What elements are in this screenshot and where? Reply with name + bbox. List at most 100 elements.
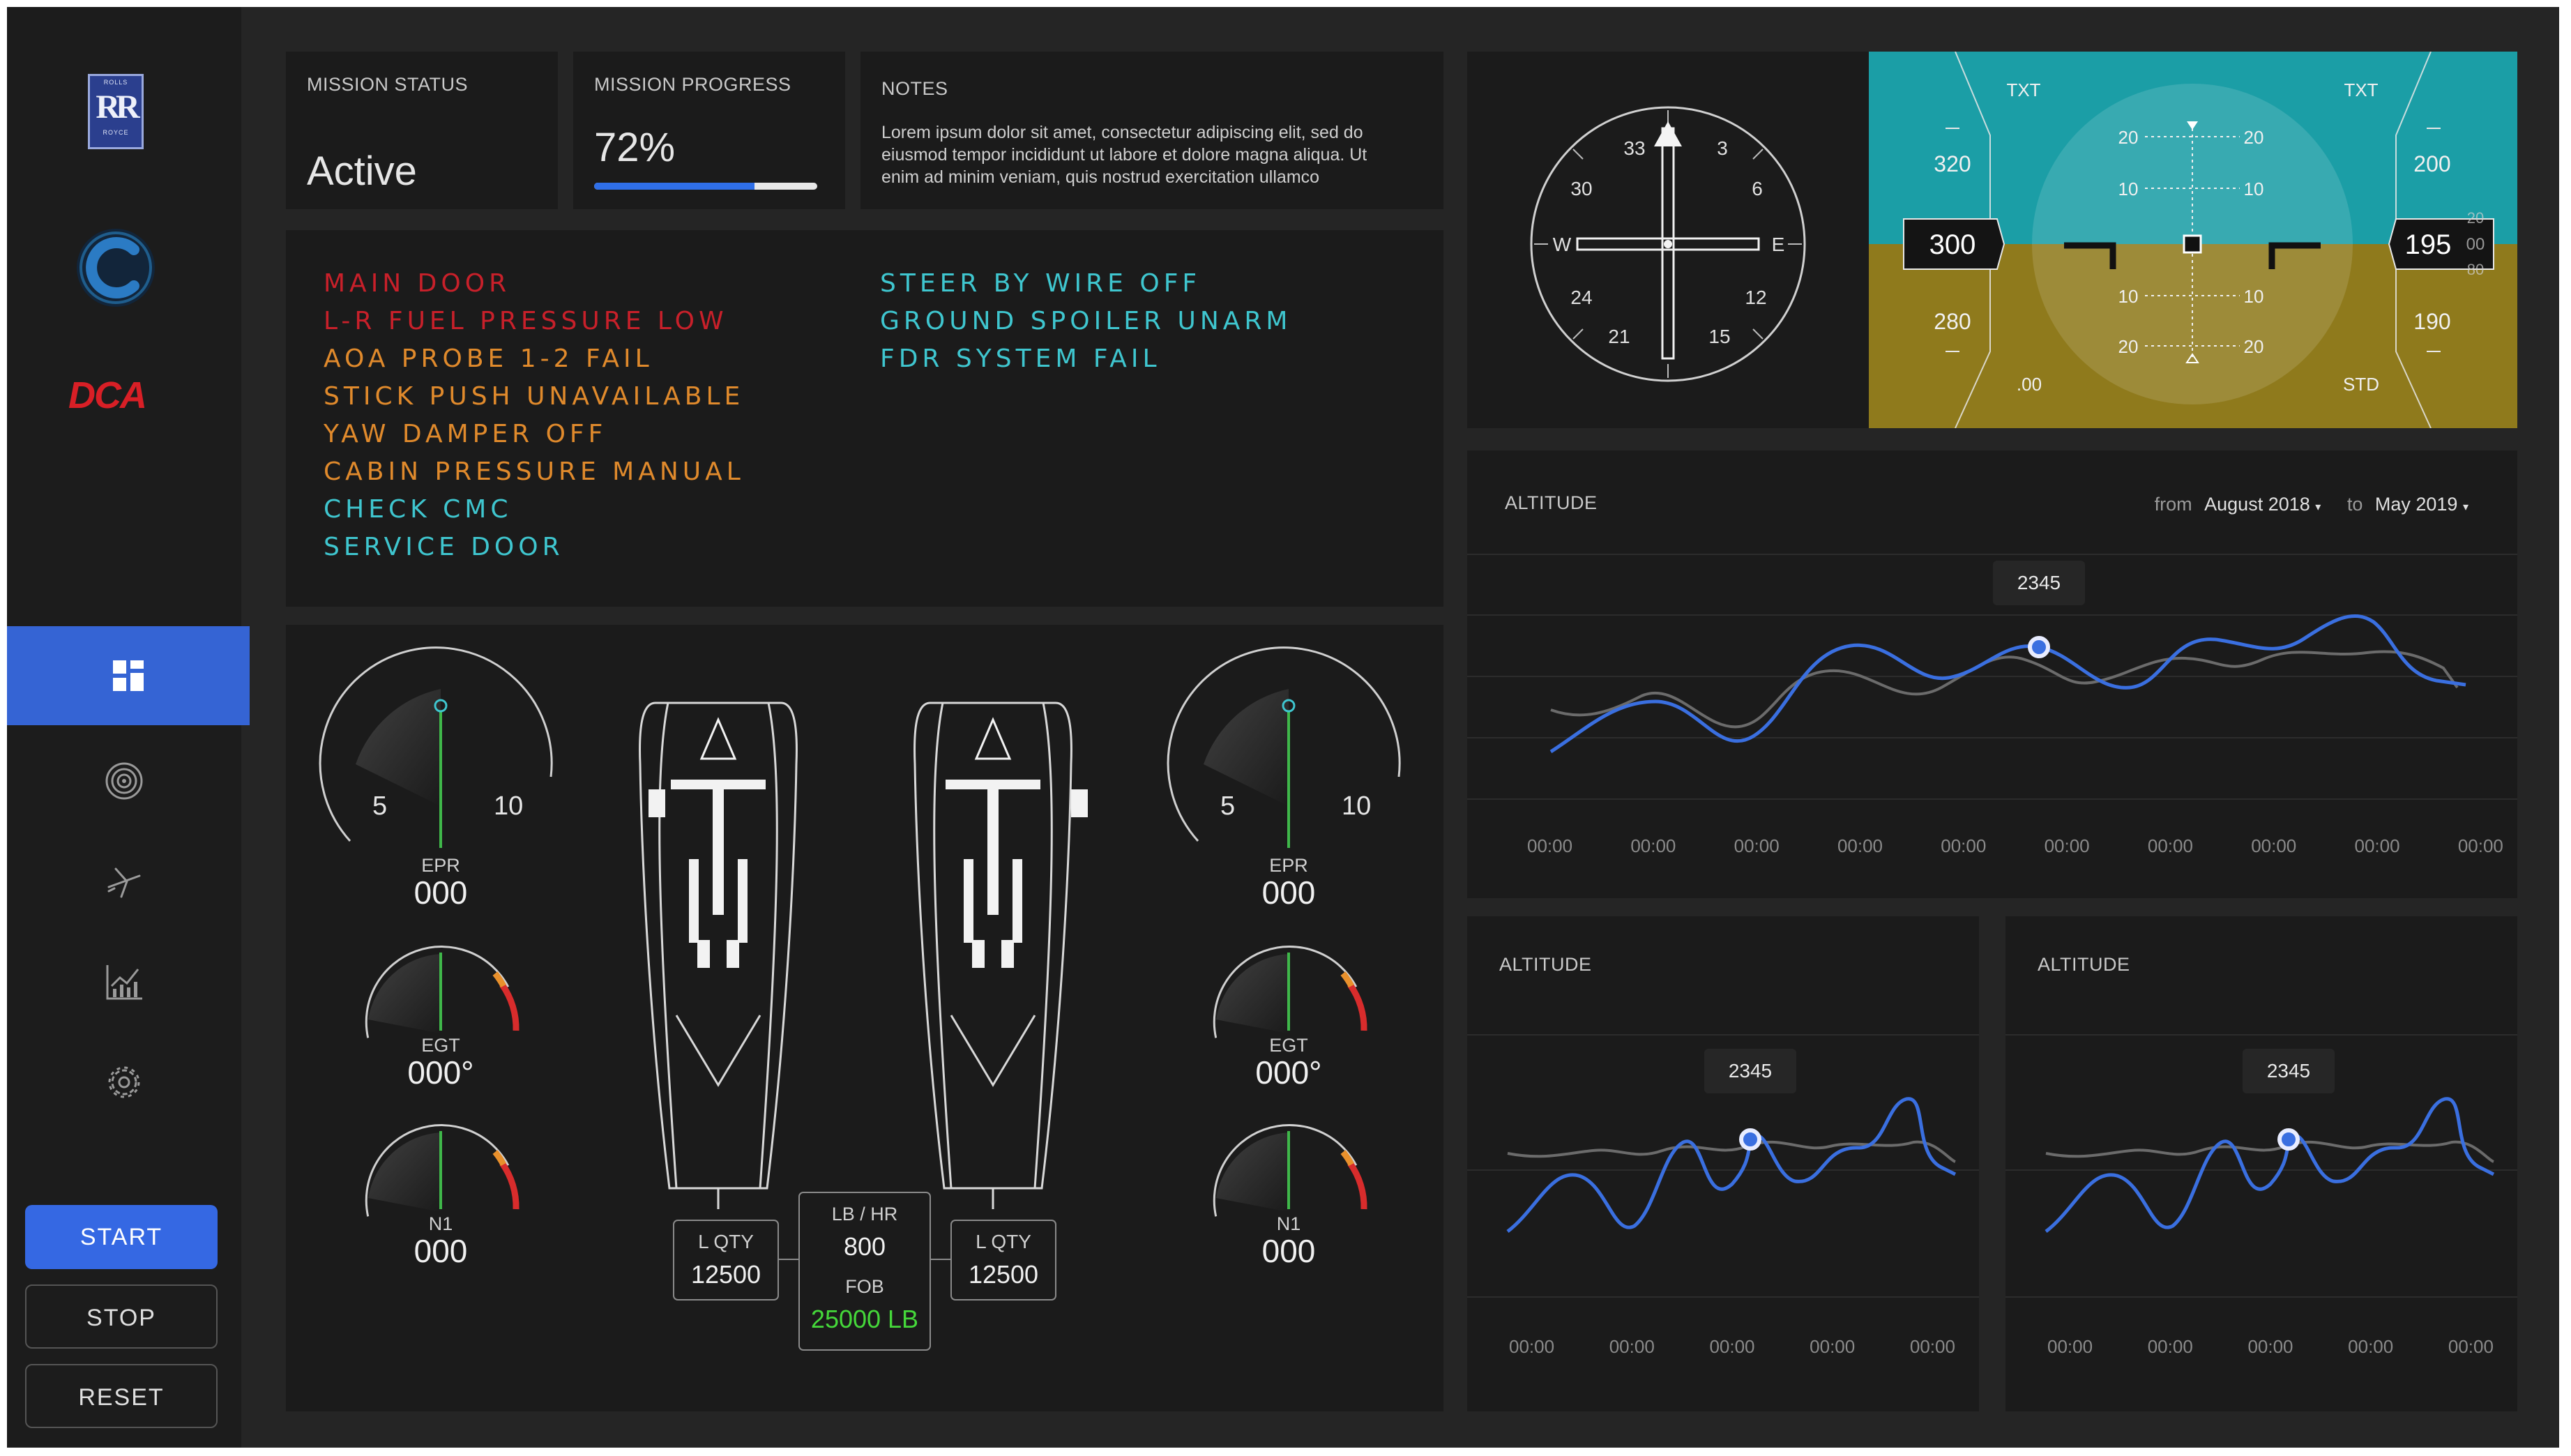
left-egt-gauge: EGT 000° <box>365 946 519 1091</box>
chart-small-b-tooltip: 2345 <box>2266 1060 2311 1082</box>
right-n1-value: 000 <box>1262 1233 1316 1269</box>
right-n1-gauge: N1 000 <box>1213 1124 1367 1269</box>
from-date-select[interactable]: August 2018 ▾ <box>2204 494 2321 515</box>
speed-bottom: .00 <box>2017 374 2042 395</box>
nav-item-dashboard[interactable] <box>7 626 250 725</box>
x-axis-tick-label: 00:00 <box>2147 1336 2193 1357</box>
right-engine-core <box>946 717 1088 968</box>
chart-small-b-plot <box>2005 1034 2517 1298</box>
alerts-column-right: STEER BY WIRE OFF GROUND SPOILER UNARM FDR… <box>880 265 1291 378</box>
settings-icon <box>108 1066 140 1098</box>
compass-mark-w: W <box>1553 234 1572 255</box>
x-axis-tick-label: 00:00 <box>1609 1336 1655 1357</box>
fuel-flow-label: LB / HR <box>832 1204 898 1224</box>
fuel-flow-value: 800 <box>844 1232 886 1261</box>
compass-mark-15: 15 <box>1708 326 1730 347</box>
x-axis-tick-label: 00:00 <box>2457 835 2503 856</box>
x-axis-tick-label: 00:00 <box>2247 1336 2293 1357</box>
right-epr-min: 5 <box>1220 791 1235 821</box>
x-axis-tick-label: 00:00 <box>1734 835 1780 856</box>
altitude-chart-small-b: ALTITUDE 2345 00:00 00:00 00:00 00:00 00:00 <box>2005 916 2517 1411</box>
mission-status-card: MISSION STATUS Active <box>286 52 558 209</box>
reset-button[interactable]: RESET <box>25 1364 218 1428</box>
mission-progress-value: 72% <box>594 125 676 170</box>
pfd-panel: TXT TXT 320 280 .00 300 200 190 STD 195 … <box>1869 52 2517 428</box>
cas-alert-item: YAW DAMPER OFF <box>324 420 607 448</box>
chart-small-b-x-axis: 00:00 00:00 00:00 00:00 00:00 <box>2047 1336 2494 1358</box>
series-primary-line <box>2045 1097 2495 1233</box>
series-primary-line <box>1549 614 2466 754</box>
left-qty-label: L QTY <box>698 1231 754 1252</box>
alt-tape-a: 20 <box>2467 209 2484 227</box>
to-label: to <box>2346 494 2363 515</box>
left-epr-max: 10 <box>494 791 523 821</box>
chart-small-b-marker[interactable] <box>2277 1128 2300 1151</box>
alt-box: 195 20 00 80 <box>2388 209 2494 278</box>
left-qty-value: 12500 <box>691 1260 761 1289</box>
compass-mark-6: 6 <box>1752 178 1763 199</box>
chart-main-title: ALTITUDE <box>1505 492 1598 513</box>
mission-progress-card: MISSION PROGRESS 72% <box>573 52 845 209</box>
pfd-txt-right: TXT <box>2344 79 2378 100</box>
right-epr-gauge: 5 10 EPR 000 <box>1167 646 1401 911</box>
series-primary-line <box>1506 1097 1957 1233</box>
chart-small-a-marker[interactable] <box>1739 1128 1761 1151</box>
right-engine-outline <box>913 702 1072 1209</box>
start-button[interactable]: START <box>25 1205 218 1269</box>
pitch-ladder: 20 20 10 10 10 10 20 20 <box>2118 127 2264 357</box>
chart-small-a-plot <box>1467 1034 1979 1298</box>
mission-progress-fill <box>594 183 755 190</box>
notes-line-2: eiusmod tempor incididunt ut labore et d… <box>881 145 1367 165</box>
right-epr-label: EPR <box>1269 855 1308 876</box>
x-axis-tick-label: 00:00 <box>1909 1336 1955 1357</box>
right-egt-label: EGT <box>1269 1035 1308 1056</box>
notes-line-1: Lorem ipsum dolor sit amet, consectetur … <box>881 123 1363 142</box>
dca-logo: DCA <box>68 374 147 416</box>
x-axis-tick-label: 00:00 <box>2354 835 2400 856</box>
nav-item-analytics[interactable] <box>7 954 241 1010</box>
svg-text:10: 10 <box>2118 179 2139 199</box>
nav-item-aircraft[interactable] <box>7 854 241 909</box>
x-axis-tick-label: 00:00 <box>1941 835 1987 856</box>
date-range-filter: from August 2018 ▾ to May 2019 ▾ <box>2155 494 2468 515</box>
svg-text:10: 10 <box>2118 286 2139 307</box>
alt-upper: 200 <box>2413 151 2450 176</box>
left-n1-value: 000 <box>414 1233 468 1269</box>
svg-text:20: 20 <box>2118 127 2139 148</box>
dashboard-icon <box>113 660 144 691</box>
alt-tape-b: 00 <box>2466 235 2485 254</box>
engine-panel: 5 10 EPR 000 EGT 000° <box>286 625 1443 1411</box>
x-axis-tick-label: 00:00 <box>1509 1336 1555 1357</box>
chart-main-marker[interactable] <box>2028 636 2050 658</box>
app-window: ROLLS RR ROYCE DCA <box>7 7 2559 1448</box>
speed-box: 300 <box>1903 218 2005 270</box>
left-epr-min: 5 <box>372 791 387 821</box>
cas-alert-item: STICK PUSH UNAVAILABLE <box>324 382 745 411</box>
sidebar: ROLLS RR ROYCE DCA <box>7 7 250 1448</box>
alerts-column-left: MAIN DOOR L-R FUEL PRESSURE LOW AOA PROBE … <box>324 265 745 566</box>
to-date-select[interactable]: May 2019 ▾ <box>2374 494 2468 515</box>
left-fuel-box: L QTY 12500 <box>673 1220 779 1300</box>
alt-lower: 190 <box>2413 309 2450 334</box>
compass-panel: 33 3 30 6 W E 24 12 21 15 <box>1467 52 1869 428</box>
right-fuel-box: L QTY 12500 <box>950 1220 1056 1300</box>
analytics-icon <box>106 965 142 1000</box>
chevron-down-icon: ▾ <box>2462 501 2468 513</box>
x-axis-tick-label: 00:00 <box>1837 835 1883 856</box>
engine-diagram: 5 10 EPR 000 EGT 000° <box>319 646 1401 1351</box>
speed-lower: 280 <box>1934 309 1971 334</box>
right-egt-value: 000° <box>1255 1054 1321 1091</box>
stop-button[interactable]: STOP <box>25 1284 218 1349</box>
svg-text:20: 20 <box>2118 336 2139 357</box>
chart-small-b-title: ALTITUDE <box>2038 954 2130 975</box>
cas-alert-item: MAIN DOOR <box>324 269 511 298</box>
left-egt-label: EGT <box>421 1035 460 1056</box>
compass-mark-e: E <box>1772 234 1785 255</box>
right-qty-value: 12500 <box>969 1260 1038 1289</box>
nav-item-settings[interactable] <box>7 1054 241 1110</box>
nav-item-engine[interactable] <box>7 753 241 809</box>
chevron-down-icon: ▾ <box>2315 501 2321 513</box>
left-epr-gauge: 5 10 EPR 000 <box>319 646 553 911</box>
right-epr-max: 10 <box>1342 791 1371 821</box>
x-axis-tick-label: 00:00 <box>1810 1336 1856 1357</box>
